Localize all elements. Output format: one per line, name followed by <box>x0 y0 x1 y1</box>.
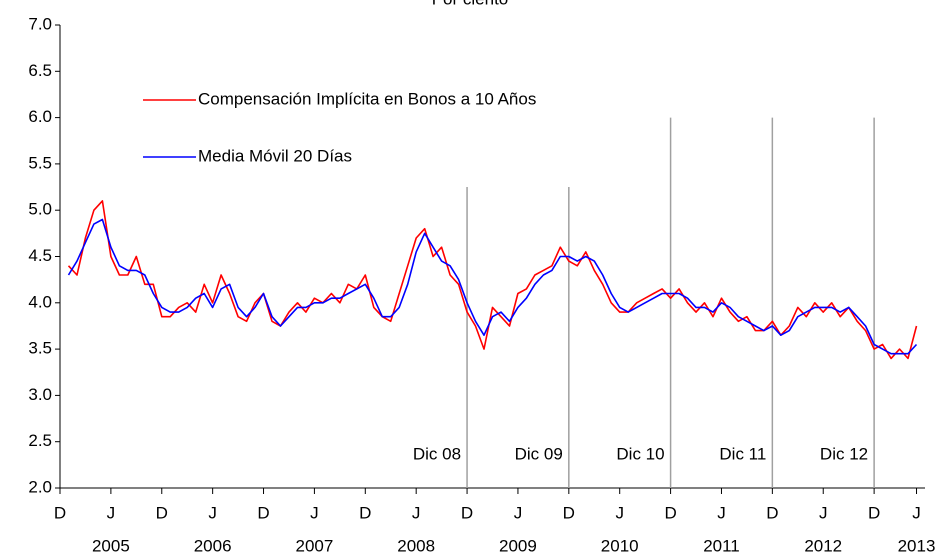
x-year-label: 2010 <box>601 536 639 555</box>
x-tick-label: J <box>412 503 421 522</box>
y-tick-label: 3.0 <box>28 385 52 404</box>
y-tick-label: 5.5 <box>28 153 52 172</box>
reference-label: Dic 09 <box>515 444 563 463</box>
x-tick-label: D <box>359 503 371 522</box>
x-tick-label: D <box>868 503 880 522</box>
series-line <box>67 200 918 360</box>
x-year-label: 2006 <box>194 536 232 555</box>
x-year-label: 2009 <box>499 536 537 555</box>
y-tick-label: 4.0 <box>28 292 52 311</box>
y-tick-label: 2.5 <box>28 431 52 450</box>
x-tick-label: D <box>461 503 473 522</box>
x-year-label: 2012 <box>804 536 842 555</box>
x-year-label: 2008 <box>397 536 435 555</box>
chart-title: Por ciento <box>432 0 509 8</box>
x-tick-label: J <box>717 503 726 522</box>
x-year-label: 2005 <box>92 536 130 555</box>
x-year-label: 2007 <box>295 536 333 555</box>
x-tick-label: D <box>54 503 66 522</box>
x-tick-label: J <box>208 503 217 522</box>
x-tick-label: J <box>514 503 523 522</box>
x-year-label: 2011 <box>703 536 740 555</box>
y-tick-label: 6.5 <box>28 61 52 80</box>
x-year-label: 2013 <box>898 536 936 555</box>
x-tick-label: D <box>664 503 676 522</box>
y-tick-label: 7.0 <box>28 14 52 33</box>
series-line <box>67 218 918 355</box>
x-tick-label: D <box>156 503 168 522</box>
x-tick-label: D <box>563 503 575 522</box>
reference-label: Dic 10 <box>616 444 664 463</box>
reference-label: Dic 12 <box>820 444 868 463</box>
x-tick-label: D <box>257 503 269 522</box>
reference-label: Dic 11 <box>719 444 766 463</box>
y-tick-label: 6.0 <box>28 107 52 126</box>
x-tick-label: J <box>819 503 828 522</box>
y-tick-label: 3.5 <box>28 339 52 358</box>
y-tick-label: 5.0 <box>28 200 52 219</box>
x-tick-label: J <box>912 503 921 522</box>
x-tick-label: D <box>766 503 778 522</box>
legend-label: Media Móvil 20 Días <box>198 146 352 165</box>
x-tick-label: J <box>107 503 116 522</box>
x-tick-label: J <box>310 503 319 522</box>
y-tick-label: 2.0 <box>28 477 52 496</box>
legend-label: Compensación Implícita en Bonos a 10 Año… <box>198 89 536 108</box>
y-tick-label: 4.5 <box>28 246 52 265</box>
x-tick-label: J <box>615 503 624 522</box>
reference-label: Dic 08 <box>413 444 461 463</box>
